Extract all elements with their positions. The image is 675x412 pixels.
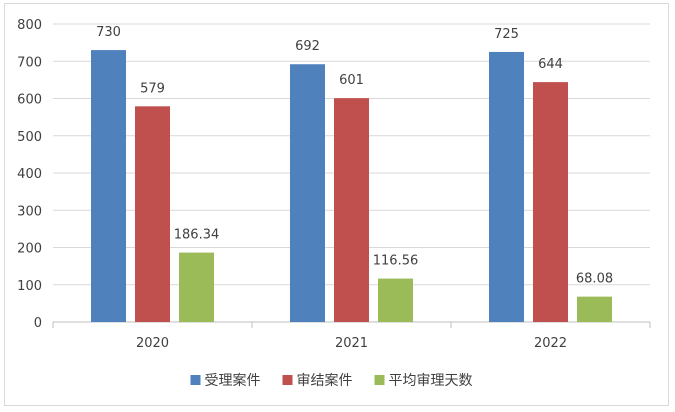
data-label: 68.08	[576, 272, 613, 287]
y-tick-label: 200	[17, 242, 42, 257]
data-label: 601	[339, 73, 364, 88]
y-tick-label: 700	[17, 55, 42, 70]
y-tick-label: 500	[17, 130, 42, 145]
bar-2020-1	[135, 106, 170, 322]
y-tick-label: 100	[17, 279, 42, 294]
axes	[52, 321, 651, 328]
bar-2022-0	[489, 51, 524, 322]
data-label: 725	[494, 27, 519, 42]
bar-2022-2	[577, 296, 612, 322]
y-tick-label: 800	[17, 18, 42, 33]
data-label: 579	[140, 81, 165, 96]
x-tick-label: 2021	[335, 336, 368, 351]
y-tick-label: 400	[17, 167, 42, 182]
legend-label: 审结案件	[297, 372, 353, 389]
legend-swatch	[374, 375, 385, 385]
data-label: 692	[295, 39, 320, 54]
x-axis-ticks: 2020 2021 2022	[136, 336, 567, 351]
bar-2021-1	[334, 98, 369, 322]
legend-swatch	[282, 375, 293, 385]
y-axis-ticks: 0 100 200 300 400 500 600 700 800	[17, 18, 42, 331]
y-tick-label: 0	[34, 316, 42, 331]
y-tick-label: 600	[17, 93, 42, 108]
legend-swatch	[190, 375, 201, 385]
x-tick-label: 2022	[534, 336, 567, 351]
legend: 受理案件 审结案件 平均审理天数	[190, 372, 473, 389]
bar-2021-2	[378, 278, 413, 322]
x-tick-label: 2020	[136, 336, 169, 351]
y-tick-label: 300	[17, 204, 42, 219]
data-label: 644	[538, 57, 563, 72]
bars	[91, 50, 612, 322]
data-label: 730	[96, 25, 121, 40]
bar-2022-1	[533, 82, 568, 322]
data-labels: 730 579 186.34 692 601 116.56 725 644 68.08	[96, 25, 613, 287]
legend-label: 受理案件	[205, 372, 261, 389]
bar-2020-0	[91, 50, 126, 322]
data-label: 116.56	[373, 254, 419, 269]
legend-label: 平均审理天数	[389, 373, 473, 389]
data-label: 186.34	[174, 228, 220, 243]
bar-2020-2	[179, 252, 214, 322]
bar-2021-0	[290, 64, 325, 322]
